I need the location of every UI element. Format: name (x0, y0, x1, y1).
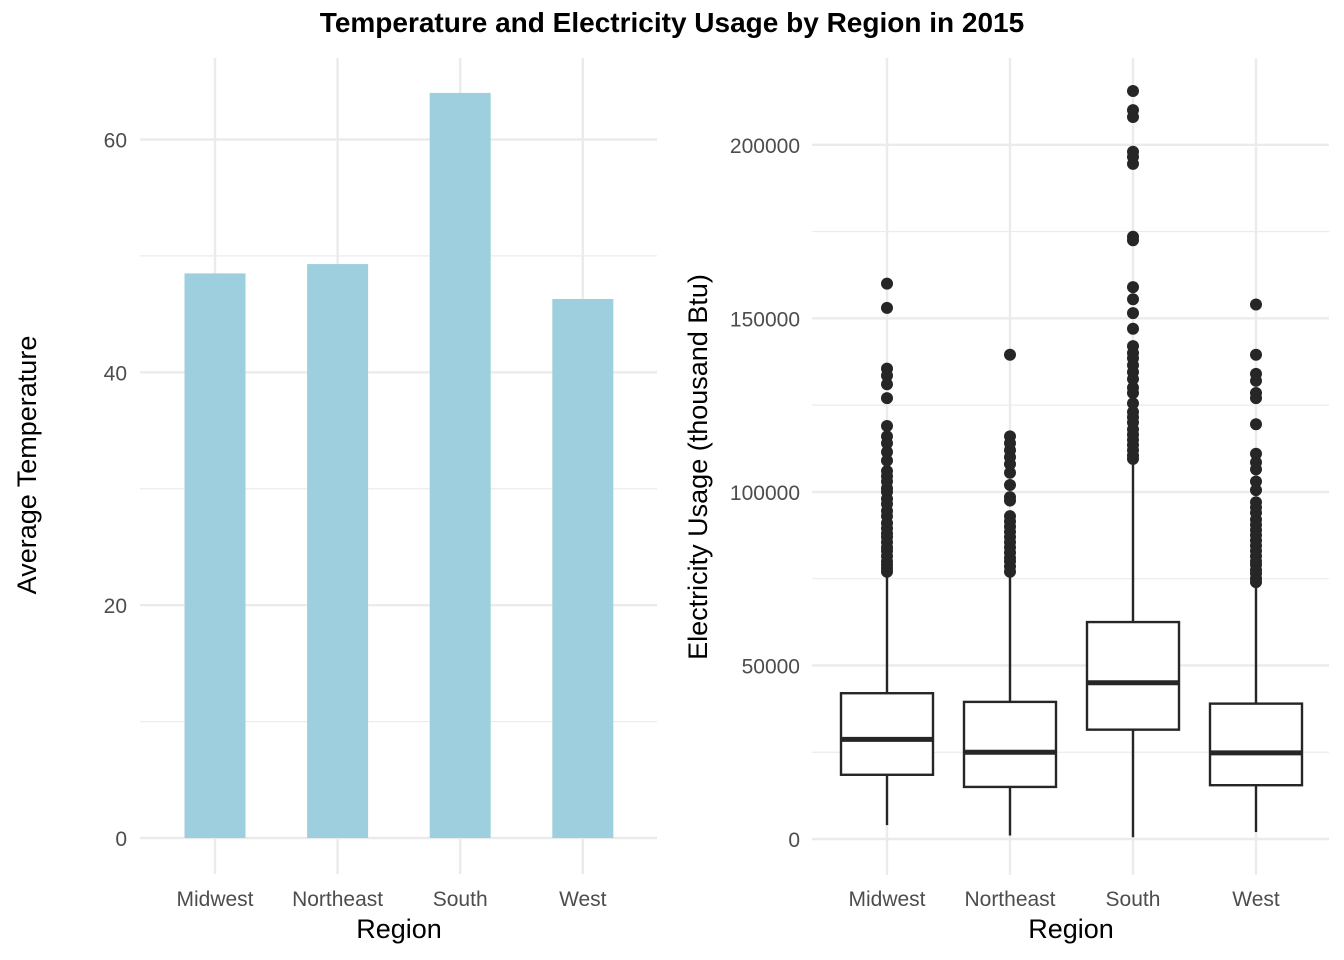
outlier-point (881, 445, 893, 458)
outlier-point (1127, 322, 1139, 335)
outlier-point (1250, 418, 1262, 431)
outlier-point (1004, 478, 1016, 491)
outlier-point (1004, 430, 1016, 443)
iqr-box (839, 692, 935, 776)
box-south (1085, 84, 1181, 838)
right-x-tick-label: West (1232, 888, 1280, 911)
left-y-tick-label: 20 (104, 595, 127, 618)
outlier-point (1127, 397, 1139, 410)
left-bars (184, 92, 614, 839)
right-x-tick-label: Midwest (848, 888, 925, 911)
outlier-point (1250, 298, 1262, 311)
outlier-point (1250, 475, 1262, 488)
left-panel-bar-chart: 0 20 40 60 Midwest Northeast South West Region… (12, 58, 657, 944)
bar-west (552, 298, 614, 838)
outlier-point (1127, 340, 1139, 353)
right-y-tick-label: 0 (788, 829, 800, 852)
left-x-tick-label: Northeast (292, 888, 383, 911)
outlier-point (1250, 456, 1262, 469)
outlier-point (1127, 230, 1139, 243)
bar-south (429, 92, 491, 839)
box-northeast (962, 348, 1058, 836)
left-y-tick-labels: 0 20 40 60 (104, 129, 127, 851)
left-x-tick-labels: Midwest Northeast South West (176, 888, 606, 911)
outlier-point (1004, 510, 1016, 523)
outlier-point (881, 419, 893, 432)
outlier-point (1127, 293, 1139, 306)
outlier-point (1250, 386, 1262, 399)
right-boxes (839, 84, 1304, 838)
right-x-tick-labels: Midwest Northeast South West (848, 888, 1279, 911)
left-y-tick-label: 40 (104, 362, 127, 385)
right-x-axis-title: Region (1028, 914, 1114, 944)
outlier-point (1127, 145, 1139, 158)
outlier-point (1004, 348, 1016, 361)
left-x-tick-label: West (559, 888, 607, 911)
outlier-point (881, 277, 893, 290)
outlier-point (881, 430, 893, 443)
outlier-point (1127, 104, 1139, 117)
right-y-axis-title: Electricity Usage (thousand Btu) (683, 274, 713, 660)
outlier-point (881, 362, 893, 375)
iqr-box (1208, 702, 1304, 787)
right-panel-box-plot: 0 50000 100000 150000 200000 Midwest Northeas… (683, 58, 1329, 944)
outlier-point (1250, 367, 1262, 380)
right-y-tick-label: 50000 (742, 655, 800, 678)
outlier-point (881, 465, 893, 478)
right-x-tick-label: Northeast (964, 888, 1055, 911)
outlier-point (1250, 496, 1262, 509)
bar-midwest (184, 273, 246, 838)
left-y-tick-label: 60 (104, 129, 127, 152)
outlier-point (881, 301, 893, 314)
outlier-point (1127, 84, 1139, 97)
left-x-axis-title: Region (356, 914, 442, 944)
outlier-point (1127, 307, 1139, 320)
outlier-point (881, 392, 893, 405)
right-y-tick-label: 100000 (730, 482, 800, 505)
outlier-point (1004, 466, 1016, 479)
outlier-point (1250, 447, 1262, 460)
right-y-tick-label: 200000 (730, 135, 800, 158)
outlier-point (1004, 491, 1016, 504)
box-midwest (839, 277, 935, 826)
chart-title: Temperature and Electricity Usage by Reg… (320, 7, 1024, 38)
right-x-tick-label: South (1106, 888, 1161, 911)
right-y-tick-labels: 0 50000 100000 150000 200000 (730, 135, 800, 852)
iqr-box (1085, 620, 1181, 731)
iqr-box (962, 700, 1058, 789)
right-y-tick-label: 150000 (730, 308, 800, 331)
outlier-point (1127, 406, 1139, 419)
outlier-point (1127, 281, 1139, 294)
outlier-point (881, 454, 893, 467)
bar-northeast (307, 264, 369, 838)
outlier-point (1250, 348, 1262, 361)
outlier-point (1127, 381, 1139, 394)
left-x-tick-label: South (433, 888, 488, 911)
outlier-point (1250, 484, 1262, 497)
left-y-tick-label: 0 (115, 828, 127, 851)
box-west (1208, 298, 1304, 833)
left-x-tick-label: Midwest (176, 888, 253, 911)
outlier-point (881, 378, 893, 391)
left-y-axis-title: Average Temperature (12, 336, 42, 595)
